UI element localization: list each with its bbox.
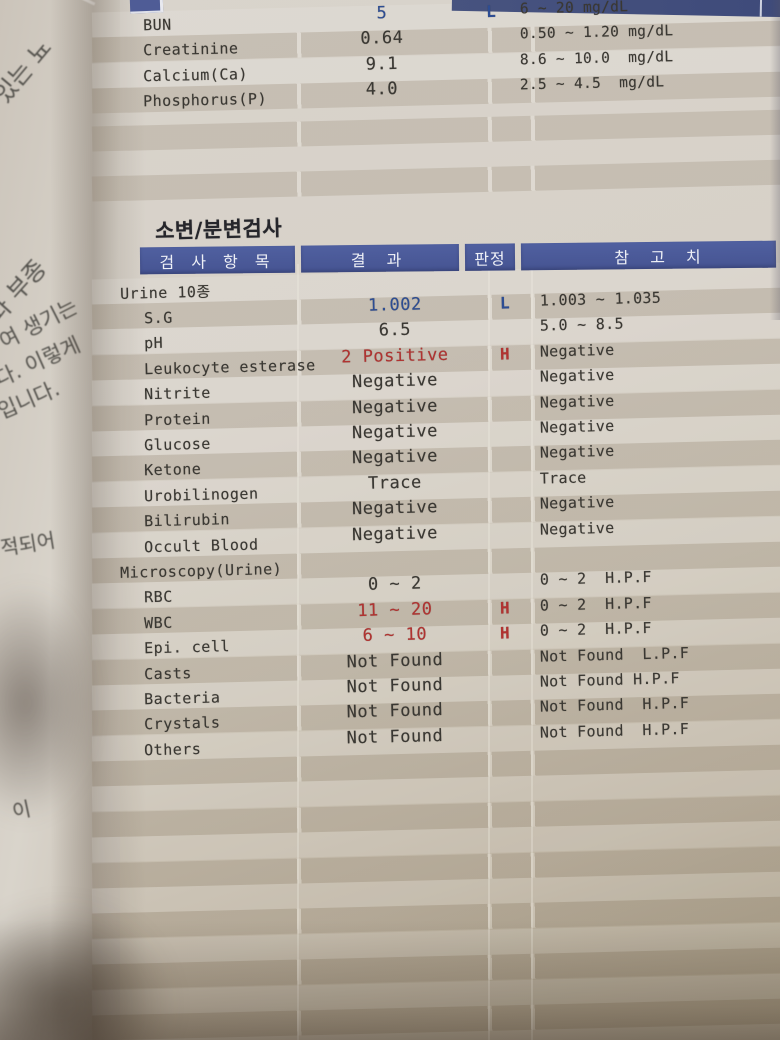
column-header-test-item: 검 사 항 목 — [139, 245, 296, 275]
reference-range: Negative — [539, 340, 615, 361]
judgement-flag: L — [485, 1, 496, 22]
reference-range: 0 ~ 2 H.P.F — [539, 593, 653, 615]
column-header-result: 결 과 — [300, 243, 460, 273]
section-heading: 소변/분변검사 — [128, 212, 283, 246]
reference-range: Negative — [539, 391, 615, 412]
reference-range: 5.0 ~ 8.5 — [539, 314, 625, 335]
judgement-flag: H — [499, 623, 510, 643]
reference-range: Negative — [539, 518, 615, 539]
reference-range: 0 ~ 2 H.P.F — [539, 618, 653, 640]
test-result: 4.0 — [365, 79, 399, 100]
column-header-judgement: 판정 — [464, 243, 516, 271]
section-title: 소변/분변검사 — [154, 216, 283, 244]
judgement-flag: H — [499, 344, 510, 364]
reference-range: 0.50 ~ 1.20 mg/dL — [519, 23, 674, 43]
reference-range: 6 ~ 20 mg/dL — [519, 0, 629, 18]
judgement-flag: H — [499, 598, 510, 618]
row-stripe — [91, 109, 780, 152]
reference-range: Not Found H.P.F — [539, 669, 680, 691]
column-divider-line — [488, 264, 490, 1040]
reference-range: 0 ~ 2 H.P.F — [539, 568, 653, 589]
test-result: Not Found — [346, 725, 444, 749]
section-bullet-icon — [128, 224, 146, 240]
test-name: Phosphorus(P) — [142, 89, 268, 111]
reference-range: Not Found L.P.F — [539, 643, 690, 666]
reference-range: Negative — [539, 442, 615, 462]
reference-range: Not Found H.P.F — [539, 694, 690, 716]
reference-range: 1.003 ~ 1.035 — [539, 288, 662, 310]
reference-range: Negative — [539, 365, 615, 386]
reference-range: Trace — [539, 468, 587, 488]
reference-range: 8.6 ~ 10.0 mg/dL — [519, 48, 674, 69]
facing-page-text-fragment: 적되어 — [0, 527, 57, 561]
test-name: Others — [143, 739, 202, 759]
row-stripe — [91, 159, 780, 202]
column-divider-line — [297, 264, 299, 1040]
facing-page-text-fragment: 이 — [10, 796, 34, 824]
reference-range: Negative — [539, 492, 615, 513]
reference-range: Not Found H.P.F — [539, 719, 690, 742]
test-result: 0.64 — [360, 28, 404, 50]
test-result: Negative — [351, 522, 439, 545]
column-divider-line — [531, 264, 533, 1040]
reference-range: 2.5 ~ 4.5 mg/dL — [519, 74, 665, 94]
reference-range: Negative — [539, 416, 615, 437]
judgement-flag: L — [499, 293, 510, 313]
